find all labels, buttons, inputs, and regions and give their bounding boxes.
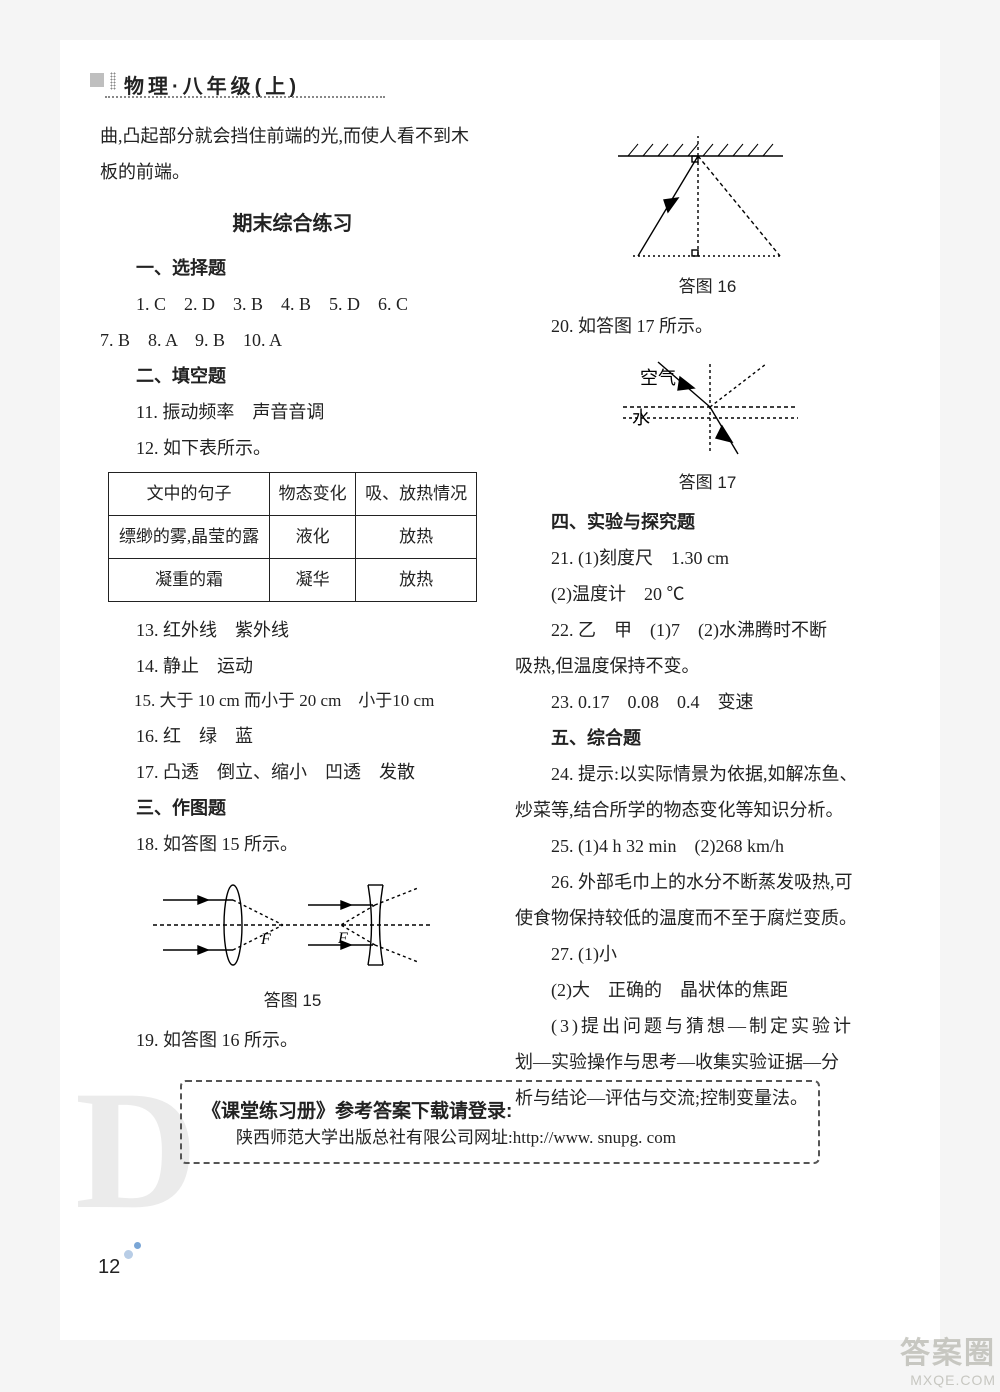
bubble-dot-inner: [124, 1250, 133, 1259]
q27c: (3)提出问题与猜想—制定实验计: [515, 1008, 900, 1044]
header-title: 物理·八年级(上): [124, 70, 300, 99]
svg-text:F: F: [260, 931, 271, 948]
page-header: 物理·八年级(上): [90, 70, 410, 98]
download-box: 《课堂练习册》参考答案下载请登录: 陕西师范大学出版总社有限公司网址:http:…: [180, 1080, 820, 1164]
q20: 20. 如答图 17 所示。: [515, 308, 900, 344]
header-decor-dots: [110, 72, 116, 90]
q22a: 22. 乙 甲 (1)7 (2)水沸腾时不断: [515, 612, 900, 648]
section-1-heading: 一、选择题: [100, 250, 485, 286]
answers-line-2: 7. B 8. A 9. B 10. A: [100, 322, 485, 358]
state-change-table: 文中的句子 物态变化 吸、放热情况 缥缈的雾,晶莹的露 液化 放热 凝重的霜 凝…: [108, 472, 478, 602]
q24a: 24. 提示:以实际情景为依据,如解冻鱼、: [515, 756, 900, 792]
th-heat: 吸、放热情况: [355, 473, 476, 516]
q19: 19. 如答图 16 所示。: [100, 1022, 485, 1058]
q24b: 炒菜等,结合所学的物态变化等知识分析。: [515, 792, 900, 828]
q27a: 27. (1)小: [515, 936, 900, 972]
download-title: 《课堂练习册》参考答案下载请登录:: [202, 1096, 798, 1123]
svg-text:F: F: [337, 930, 348, 947]
q26a: 26. 外部毛巾上的水分不断蒸发吸热,可: [515, 864, 900, 900]
q23: 23. 0.17 0.08 0.4 变速: [515, 684, 900, 720]
page-number: 12: [98, 1256, 120, 1279]
header-decor-box: [90, 73, 104, 87]
air-label: 空气: [640, 368, 676, 388]
page-number-bubble: 12: [86, 1250, 146, 1294]
section-4-heading: 四、实验与探究题: [515, 504, 900, 540]
figure-17-caption: 答图 17: [515, 466, 900, 500]
cell: 放热: [355, 559, 476, 602]
exam-title: 期末综合练习: [100, 204, 485, 244]
site-watermark: 答案圈 MXQE.COM: [856, 1328, 996, 1388]
section-2-heading: 二、填空题: [100, 358, 485, 394]
q21b: (2)温度计 20 ℃: [515, 576, 900, 612]
q25: 25. (1)4 h 32 min (2)268 km/h: [515, 828, 900, 864]
water-label: 水: [632, 408, 650, 428]
figure-15: F F: [143, 870, 443, 980]
header-dotted-rule: [105, 96, 385, 98]
intro-text: 曲,凸起部分就会挡住前端的光,而使人看不到木板的前端。: [100, 118, 485, 190]
q26b: 使食物保持较低的温度而不至于腐烂变质。: [515, 900, 900, 936]
q27d: 划—实验操作与思考—收集实验证据—分: [515, 1044, 900, 1080]
table-row: 凝重的霜 凝华 放热: [108, 559, 477, 602]
th-sentence: 文中的句子: [108, 473, 270, 516]
cell: 凝重的霜: [108, 559, 270, 602]
section-3-heading: 三、作图题: [100, 790, 485, 826]
q17: 17. 凸透 倒立、缩小 凹透 发散: [100, 754, 485, 790]
figure-16: [608, 126, 808, 266]
q15: 15. 大于 10 cm 而小于 20 cm 小于10 cm: [100, 684, 485, 718]
th-state-change: 物态变化: [270, 473, 355, 516]
cell: 放热: [355, 516, 476, 559]
q14: 14. 静止 运动: [100, 648, 485, 684]
table-row: 缥缈的雾,晶莹的露 液化 放热: [108, 516, 477, 559]
q22b: 吸热,但温度保持不变。: [515, 648, 900, 684]
q11: 11. 振动频率 声音音调: [100, 394, 485, 430]
figure-16-caption: 答图 16: [515, 270, 900, 304]
download-subtitle: 陕西师范大学出版总社有限公司网址:http://www. snupg. com: [202, 1123, 798, 1148]
q18: 18. 如答图 15 所示。: [100, 826, 485, 862]
right-column: 答图 16 20. 如答图 17 所示。: [515, 118, 900, 1116]
bubble-dot-outer: [134, 1242, 141, 1249]
section-5-heading: 五、综合题: [515, 720, 900, 756]
q13: 13. 红外线 紫外线: [100, 612, 485, 648]
page: 物理·八年级(上) 曲,凸起部分就会挡住前端的光,而使人看不到木板的前端。 期末…: [60, 40, 940, 1340]
watermark-line-2: MXQE.COM: [856, 1372, 996, 1388]
answers-line-1: 1. C 2. D 3. B 4. B 5. D 6. C: [100, 286, 485, 322]
watermark-line-1: 答案圈: [856, 1328, 996, 1372]
q27b: (2)大 正确的 晶状体的焦距: [515, 972, 900, 1008]
cell: 缥缈的雾,晶莹的露: [108, 516, 270, 559]
cell: 凝华: [270, 559, 355, 602]
q21a: 21. (1)刻度尺 1.30 cm: [515, 540, 900, 576]
q12: 12. 如下表所示。: [100, 430, 485, 466]
q16: 16. 红 绿 蓝: [100, 718, 485, 754]
content-columns: 曲,凸起部分就会挡住前端的光,而使人看不到木板的前端。 期末综合练习 一、选择题…: [100, 118, 900, 1116]
figure-15-caption: 答图 15: [100, 984, 485, 1018]
cell: 液化: [270, 516, 355, 559]
table-header-row: 文中的句子 物态变化 吸、放热情况: [108, 473, 477, 516]
left-column: 曲,凸起部分就会挡住前端的光,而使人看不到木板的前端。 期末综合练习 一、选择题…: [100, 118, 485, 1116]
figure-17: 空气 水: [598, 352, 818, 462]
